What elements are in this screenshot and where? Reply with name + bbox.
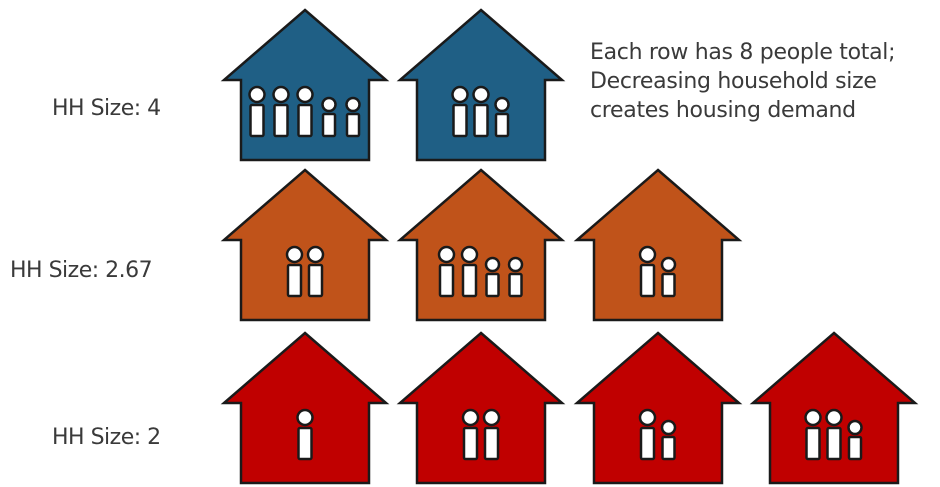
- row-label-hh-2: HH Size: 2: [52, 425, 161, 450]
- adult-person-icon: [296, 408, 314, 461]
- house-icon: [573, 168, 743, 322]
- caption-line-2: Decreasing household size: [590, 69, 877, 94]
- adult-person-icon: [437, 245, 456, 298]
- child-person-icon: [484, 256, 501, 298]
- house-icon: [749, 331, 919, 485]
- adult-person-icon: [460, 245, 479, 298]
- child-person-icon: [507, 256, 524, 298]
- caption: Each row has 8 people total; Decreasing …: [590, 38, 895, 125]
- child-person-icon: [847, 419, 863, 461]
- child-person-icon: [494, 96, 510, 138]
- house-icon: [220, 8, 390, 162]
- row-label-hh-4: HH Size: 4: [52, 96, 161, 121]
- adult-person-icon: [272, 85, 290, 138]
- adult-person-icon: [638, 408, 657, 461]
- adult-person-icon: [248, 85, 266, 138]
- house-icon: [396, 8, 566, 162]
- house-icon: [396, 168, 566, 322]
- child-person-icon: [345, 96, 361, 138]
- adult-person-icon: [461, 408, 480, 461]
- child-person-icon: [321, 96, 337, 138]
- adult-person-icon: [482, 408, 501, 461]
- caption-line-3: creates housing demand: [590, 98, 856, 123]
- caption-line-1: Each row has 8 people total;: [590, 40, 896, 65]
- house-icon: [220, 168, 390, 322]
- house-icon: [396, 331, 566, 485]
- house-icon: [573, 331, 743, 485]
- adult-person-icon: [296, 85, 314, 138]
- house-icon: [220, 331, 390, 485]
- child-person-icon: [660, 419, 677, 461]
- row-label-hh-2-67: HH Size: 2.67: [10, 258, 153, 283]
- child-person-icon: [660, 256, 677, 298]
- adult-person-icon: [638, 245, 657, 298]
- adult-person-icon: [285, 245, 304, 298]
- adult-person-icon: [472, 85, 490, 138]
- adult-person-icon: [306, 245, 325, 298]
- adult-person-icon: [825, 408, 843, 461]
- adult-person-icon: [451, 85, 469, 138]
- adult-person-icon: [804, 408, 822, 461]
